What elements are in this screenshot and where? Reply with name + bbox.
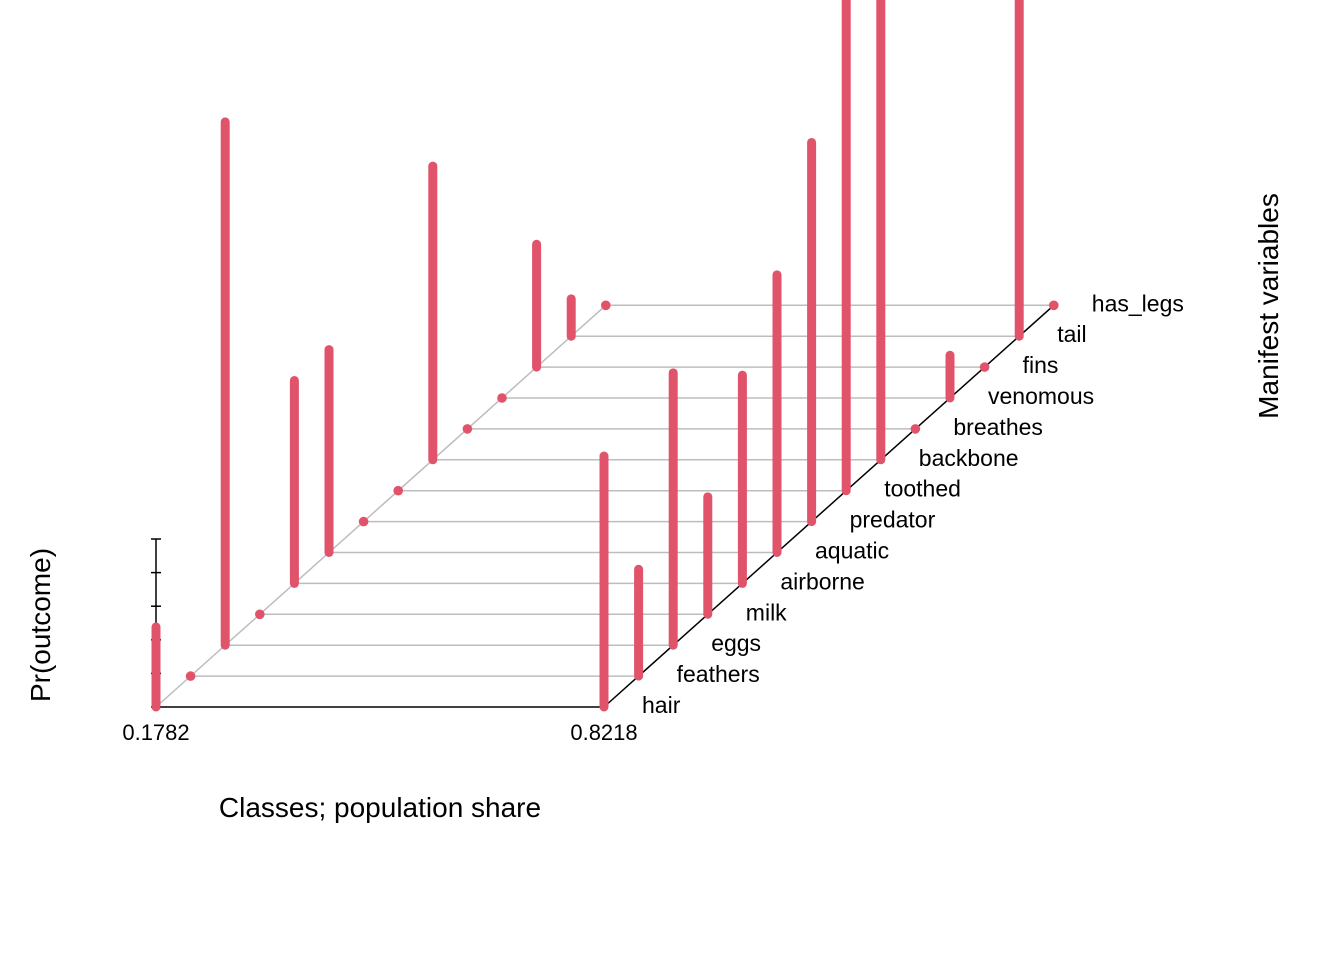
variable-label: breathes (953, 414, 1043, 440)
variable-label: toothed (884, 476, 961, 502)
variable-label: has_legs (1092, 290, 1184, 316)
depth-rail-class-2 (603, 304, 1055, 708)
probability-dot (601, 300, 611, 311)
probability-dot (1049, 300, 1059, 311)
variable-label: hair (642, 692, 681, 718)
variable-label: backbone (919, 445, 1019, 471)
class-label: 0.1782 (122, 720, 189, 745)
bar-layer (151, 0, 1059, 712)
probability-dot (393, 485, 404, 496)
probability-dot (185, 671, 196, 681)
probability-dot (254, 609, 265, 620)
grid-layer (155, 304, 1054, 708)
variable-label: predator (850, 507, 936, 533)
y-axis-title: Pr(outcome) (25, 548, 56, 702)
class-label: 0.8218 (570, 720, 637, 745)
variable-label: tail (1057, 321, 1086, 347)
variable-label: aquatic (815, 538, 889, 564)
variable-label: airborne (780, 568, 864, 594)
z-axis-title: Manifest variables (1253, 193, 1284, 419)
variable-label: feathers (677, 661, 760, 687)
probability-dot (910, 424, 921, 434)
depth-rail-class-1 (155, 304, 607, 708)
x-axis-title: Classes; population share (219, 792, 541, 823)
variable-label: venomous (988, 383, 1094, 409)
probability-dot (497, 393, 507, 403)
variable-label: fins (1023, 352, 1059, 378)
variable-label: milk (746, 599, 787, 625)
probability-dot (979, 362, 990, 372)
probability-dot (358, 516, 369, 527)
probability-dot (462, 424, 473, 434)
variable-label: eggs (711, 630, 761, 656)
